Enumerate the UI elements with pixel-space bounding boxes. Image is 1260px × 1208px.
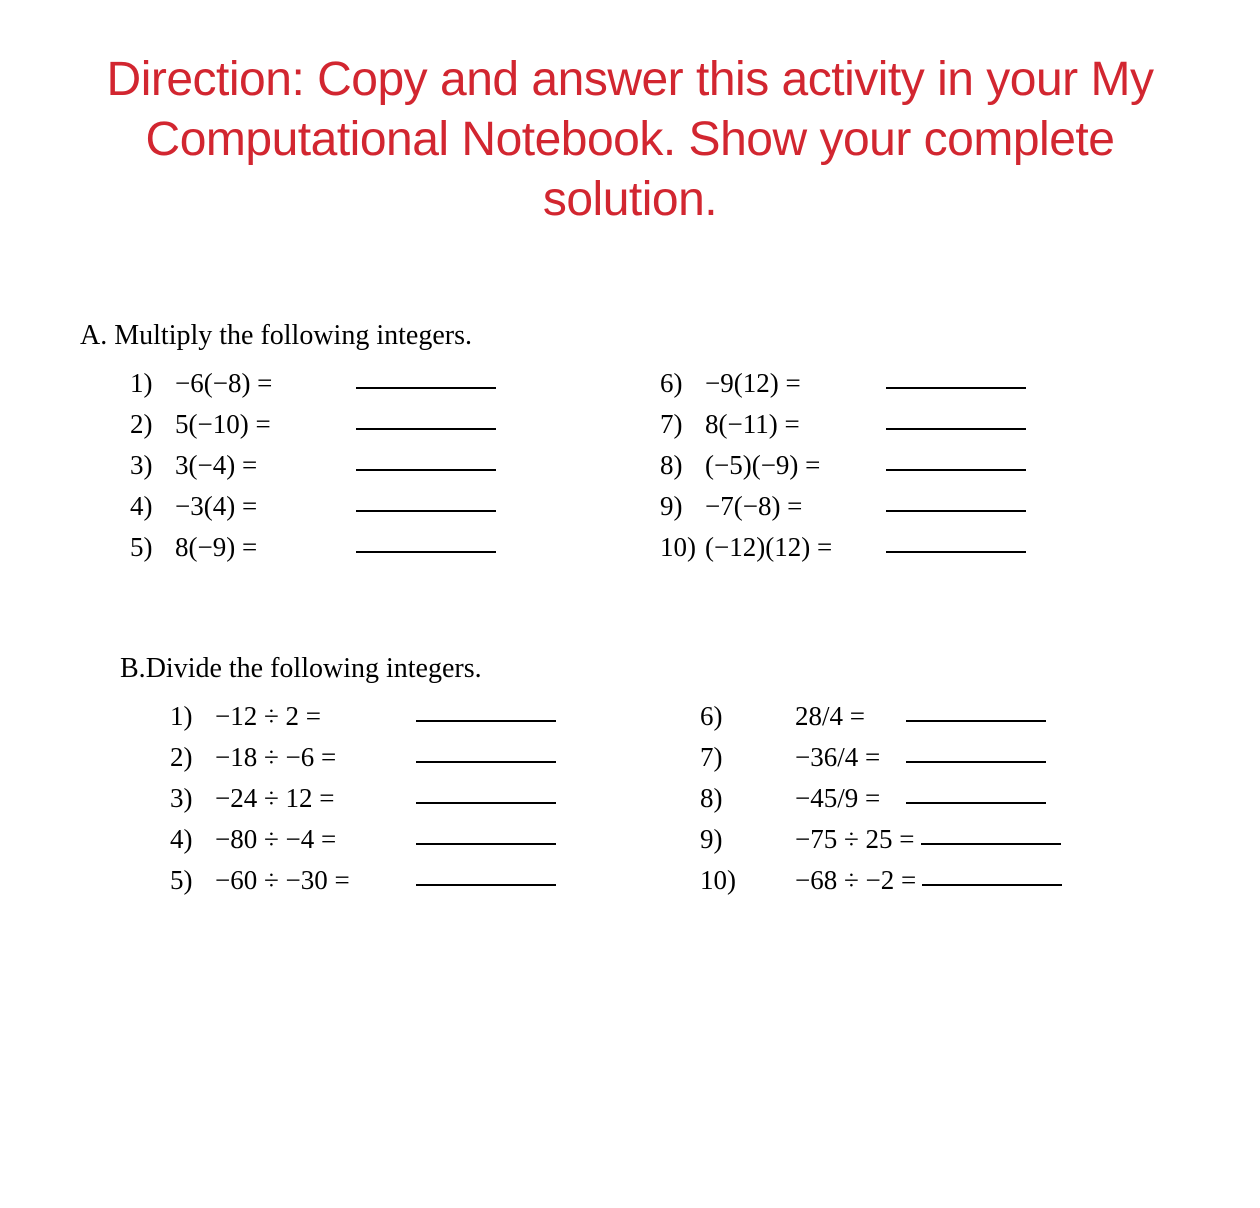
problem-number: 9) (700, 824, 745, 855)
answer-blank (886, 510, 1026, 512)
answer-blank (416, 720, 556, 722)
answer-blank (356, 469, 496, 471)
section-b: B.Divide the following integers. 1) −12 … (100, 653, 1200, 896)
problem-expression: −6(−8) = (175, 368, 350, 399)
problem-number: 1) (130, 368, 175, 399)
answer-blank (356, 387, 496, 389)
section-b-header: B.Divide the following integers. (120, 653, 1200, 685)
problem-number: 2) (130, 409, 175, 440)
answer-blank (416, 843, 556, 845)
answer-blank (921, 843, 1061, 845)
section-b-title: Divide the following integers. (146, 653, 482, 684)
problem-expression: −12 ÷ 2 = (215, 701, 410, 732)
section-a-label: A. (80, 320, 107, 351)
problem-expression: −75 ÷ 25 = (745, 824, 915, 855)
problem-row: 9) −75 ÷ 25 = (700, 824, 1200, 855)
problem-expression: −60 ÷ −30 = (215, 865, 410, 896)
problem-expression: −80 ÷ −4 = (215, 824, 410, 855)
problem-row: 2) −18 ÷ −6 = (170, 742, 700, 773)
section-a: A. Multiply the following integers. 1) −… (60, 320, 1200, 563)
answer-blank (886, 387, 1026, 389)
section-a-right-column: 6) −9(12) = 7) 8(−11) = 8) (−5)(−9) = 9)… (660, 368, 1200, 563)
problem-number: 4) (130, 491, 175, 522)
problem-row: 3) 3(−4) = (130, 450, 660, 481)
answer-blank (416, 802, 556, 804)
section-b-problems: 1) −12 ÷ 2 = 2) −18 ÷ −6 = 3) −24 ÷ 12 =… (170, 701, 1200, 896)
answer-blank (906, 720, 1046, 722)
section-a-left-column: 1) −6(−8) = 2) 5(−10) = 3) 3(−4) = 4) −3… (130, 368, 660, 563)
problem-number: 1) (170, 701, 215, 732)
problem-number: 4) (170, 824, 215, 855)
section-b-right-column: 6) 28/4 = 7) −36/4 = 8) −45/9 = 9) −75 ÷… (700, 701, 1200, 896)
problem-row: 8) (−5)(−9) = (660, 450, 1200, 481)
problem-number: 7) (700, 742, 745, 773)
problem-number: 7) (660, 409, 705, 440)
answer-blank (416, 884, 556, 886)
problem-expression: 28/4 = (745, 701, 900, 732)
problem-expression: −18 ÷ −6 = (215, 742, 410, 773)
problem-row: 8) −45/9 = (700, 783, 1200, 814)
problem-number: 8) (660, 450, 705, 481)
problem-number: 3) (170, 783, 215, 814)
problem-row: 7) 8(−11) = (660, 409, 1200, 440)
direction-heading: Direction: Copy and answer this activity… (60, 50, 1200, 230)
problem-expression: −68 ÷ −2 = (745, 865, 916, 896)
section-a-title: Multiply the following integers. (114, 320, 472, 351)
problem-row: 5) −60 ÷ −30 = (170, 865, 700, 896)
problem-row: 10) (−12)(12) = (660, 532, 1200, 563)
answer-blank (922, 884, 1062, 886)
problem-number: 6) (660, 368, 705, 399)
problem-expression: 3(−4) = (175, 450, 350, 481)
problem-expression: −9(12) = (705, 368, 880, 399)
problem-row: 1) −12 ÷ 2 = (170, 701, 700, 732)
problem-number: 9) (660, 491, 705, 522)
problem-number: 10) (660, 532, 705, 563)
answer-blank (416, 761, 556, 763)
problem-expression: 5(−10) = (175, 409, 350, 440)
section-a-header: A. Multiply the following integers. (80, 320, 1200, 352)
problem-expression: −3(4) = (175, 491, 350, 522)
problem-number: 6) (700, 701, 745, 732)
section-b-left-column: 1) −12 ÷ 2 = 2) −18 ÷ −6 = 3) −24 ÷ 12 =… (170, 701, 700, 896)
problem-row: 5) 8(−9) = (130, 532, 660, 563)
section-b-label: B. (120, 653, 146, 684)
problem-expression: −36/4 = (745, 742, 900, 773)
problem-number: 2) (170, 742, 215, 773)
answer-blank (356, 428, 496, 430)
problem-expression: 8(−9) = (175, 532, 350, 563)
answer-blank (356, 551, 496, 553)
problem-expression: −24 ÷ 12 = (215, 783, 410, 814)
problem-number: 10) (700, 865, 745, 896)
problem-expression: (−12)(12) = (705, 532, 880, 563)
answer-blank (886, 469, 1026, 471)
problem-number: 5) (170, 865, 215, 896)
answer-blank (886, 428, 1026, 430)
problem-expression: −45/9 = (745, 783, 900, 814)
problem-number: 8) (700, 783, 745, 814)
problem-row: 1) −6(−8) = (130, 368, 660, 399)
answer-blank (906, 802, 1046, 804)
section-a-problems: 1) −6(−8) = 2) 5(−10) = 3) 3(−4) = 4) −3… (130, 368, 1200, 563)
problem-expression: −7(−8) = (705, 491, 880, 522)
problem-expression: (−5)(−9) = (705, 450, 880, 481)
answer-blank (886, 551, 1026, 553)
problem-row: 2) 5(−10) = (130, 409, 660, 440)
problem-row: 6) 28/4 = (700, 701, 1200, 732)
problem-expression: 8(−11) = (705, 409, 880, 440)
problem-row: 4) −80 ÷ −4 = (170, 824, 700, 855)
problem-number: 3) (130, 450, 175, 481)
problem-row: 3) −24 ÷ 12 = (170, 783, 700, 814)
problem-row: 7) −36/4 = (700, 742, 1200, 773)
answer-blank (356, 510, 496, 512)
problem-row: 10) −68 ÷ −2 = (700, 865, 1200, 896)
problem-row: 4) −3(4) = (130, 491, 660, 522)
problem-row: 9) −7(−8) = (660, 491, 1200, 522)
problem-row: 6) −9(12) = (660, 368, 1200, 399)
answer-blank (906, 761, 1046, 763)
problem-number: 5) (130, 532, 175, 563)
